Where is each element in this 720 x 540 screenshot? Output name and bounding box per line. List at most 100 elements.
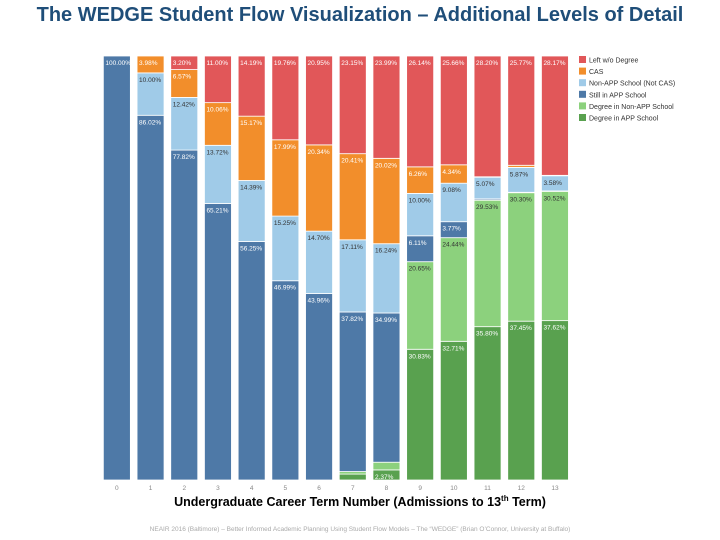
data-label-degree-in-app-school-term-11: 35.80% — [476, 331, 498, 338]
x-tick-5: 5 — [284, 485, 288, 492]
x-tick-4: 4 — [250, 485, 254, 492]
data-label-degree-in-non-app-school-term-13: 30.52% — [543, 195, 565, 202]
data-label-left-w-o-degree-term-10: 25.66% — [442, 60, 464, 67]
bar-segment-still-in-app-school-term-0 — [102, 55, 131, 481]
bar-segment-left-w-o-degree-term-10 — [439, 55, 468, 166]
legend-swatch-non-app-school-not-cas — [579, 79, 586, 87]
data-label-degree-in-app-school-term-13: 37.62% — [543, 325, 565, 332]
legend-label-degree-in-app-school: Degree in APP School — [589, 116, 659, 123]
data-label-left-w-o-degree-term-13: 28.17% — [543, 60, 565, 67]
bar-segment-cas-term-1 — [136, 55, 165, 74]
bar-segment-left-w-o-degree-term-7 — [338, 55, 367, 155]
data-label-still-in-app-school-term-10: 3.77% — [442, 226, 461, 233]
data-label-non-app-school-not-cas-term-5: 15.25% — [274, 220, 296, 227]
bar-segment-degree-in-non-app-school-term-10 — [439, 237, 468, 342]
data-label-degree-in-non-app-school-term-12: 30.30% — [510, 197, 532, 204]
data-label-cas-term-2: 6.57% — [173, 74, 192, 81]
bar-segment-left-w-o-degree-term-4 — [237, 55, 266, 117]
bar-segment-cas-term-4 — [237, 115, 266, 181]
data-label-non-app-school-not-cas-term-1: 10.00% — [139, 77, 161, 84]
data-label-left-w-o-degree-term-3: 11.00% — [206, 60, 228, 67]
data-label-non-app-school-not-cas-term-10: 9.08% — [442, 187, 461, 194]
bar-stack-term-4: 56.25% 14.39% 15.17% 14.19% — [237, 55, 266, 481]
x-axis-label-suffix: Term) — [508, 495, 546, 510]
data-label-degree-in-non-app-school-term-11: 29.53% — [476, 204, 498, 211]
bar-segment-non-app-school-not-cas-term-1 — [136, 72, 165, 116]
bar-segment-non-app-school-not-cas-term-8 — [372, 243, 401, 314]
data-label-cas-term-4: 15.17% — [240, 120, 262, 127]
x-axis-label-text: Undergraduate Career Term Number (Admiss… — [174, 495, 502, 510]
legend-label-still-in-app-school: Still in APP School — [589, 92, 647, 99]
data-label-degree-in-non-app-school-term-9: 20.65% — [409, 266, 431, 273]
bar-segment-degree-in-app-school-term-10 — [439, 340, 468, 481]
bar-stack-term-13: 37.62% 30.52% 3.58% 28.17% — [541, 55, 569, 481]
bar-segment-left-w-o-degree-term-12 — [507, 55, 536, 166]
legend-label-degree-in-non-app-school: Degree in Non-APP School — [589, 104, 674, 111]
bar-stack-term-2: 77.82% 12.42% 6.57% 3.20% — [170, 55, 199, 481]
data-label-non-app-school-not-cas-term-3: 13.72% — [206, 149, 228, 156]
bar-segment-degree-in-non-app-school-term-9 — [406, 261, 435, 350]
x-tick-8: 8 — [385, 485, 389, 492]
data-label-still-in-app-school-term-1: 86.02% — [139, 119, 161, 126]
bar-segment-degree-in-non-app-school-term-12 — [507, 192, 536, 322]
bar-segment-still-in-app-school-term-5 — [271, 280, 300, 481]
bar-segment-degree-in-app-school-term-7 — [338, 473, 367, 481]
data-label-cas-term-9: 6.26% — [409, 171, 428, 178]
bar-segment-cas-term-7 — [338, 153, 367, 241]
bar-segment-cas-term-5 — [271, 139, 300, 217]
legend-swatch-degree-in-non-app-school — [579, 102, 586, 110]
data-label-non-app-school-not-cas-term-13: 3.58% — [543, 180, 562, 187]
bar-segment-still-in-app-school-term-7 — [338, 311, 367, 472]
bar-stacks: 100.00% 86.02% 10.00% 3.98% 77.82% 12.42% 6.57… — [102, 55, 569, 481]
data-label-non-app-school-not-cas-term-12: 5.87% — [510, 171, 529, 178]
data-label-left-w-o-degree-term-2: 3.20% — [173, 60, 192, 67]
bar-stack-term-10: 32.71% 24.44% 3.77% 9.08% 4.34% 25.66% — [439, 55, 468, 481]
bar-segment-left-w-o-degree-term-11 — [473, 55, 502, 178]
bar-segment-cas-term-9 — [406, 166, 435, 194]
data-label-still-in-app-school-term-7: 37.82% — [341, 316, 363, 323]
x-tick-12: 12 — [518, 485, 526, 492]
data-label-degree-in-app-school-term-9: 30.83% — [409, 353, 431, 360]
x-tick-7: 7 — [351, 485, 355, 492]
bar-stack-term-3: 65.21% 13.72% 10.06% 11.00% — [204, 55, 232, 481]
bar-stack-term-7: 37.82% 17.11% 20.41% 23.15% — [338, 55, 367, 481]
x-tick-3: 3 — [216, 485, 220, 492]
data-label-left-w-o-degree-term-8: 23.99% — [375, 60, 397, 67]
bar-segment-non-app-school-not-cas-term-10 — [439, 182, 468, 223]
bar-stack-term-0: 100.00% — [102, 55, 131, 481]
data-label-cas-term-1: 3.98% — [139, 60, 158, 67]
bar-segment-still-in-app-school-term-6 — [305, 293, 333, 481]
bar-stack-term-12: 37.45% 30.30% 5.87% 25.77% — [507, 55, 536, 481]
data-label-still-in-app-school-term-6: 43.96% — [308, 298, 330, 305]
data-label-still-in-app-school-term-2: 77.82% — [173, 154, 195, 161]
bar-segment-degree-in-non-app-school-term-11 — [473, 199, 502, 328]
data-label-non-app-school-not-cas-term-8: 16.24% — [375, 248, 397, 255]
bar-segment-still-in-app-school-term-4 — [237, 241, 266, 481]
bar-segment-degree-in-app-school-term-12 — [507, 320, 536, 481]
x-tick-10: 10 — [450, 485, 458, 492]
data-label-cas-term-5: 17.99% — [274, 144, 296, 151]
bar-stack-term-6: 43.96% 14.70% 20.34% 20.95% — [305, 55, 333, 481]
x-tick-13: 13 — [551, 485, 559, 492]
data-label-still-in-app-school-term-0: 100.00% — [105, 60, 131, 67]
bar-segment-non-app-school-not-cas-term-6 — [305, 230, 333, 294]
bar-segment-left-w-o-degree-term-8 — [372, 55, 401, 159]
data-label-left-w-o-degree-term-11: 28.20% — [476, 60, 498, 67]
data-label-non-app-school-not-cas-term-4: 14.39% — [240, 184, 262, 191]
x-axis-label-sup: th — [501, 494, 509, 503]
data-label-non-app-school-not-cas-term-6: 14.70% — [308, 235, 330, 242]
data-label-non-app-school-not-cas-term-9: 10.00% — [409, 197, 431, 204]
data-label-cas-term-6: 20.34% — [308, 149, 330, 156]
data-label-left-w-o-degree-term-9: 26.14% — [409, 60, 431, 67]
data-label-cas-term-3: 10.06% — [206, 107, 228, 114]
data-label-cas-term-7: 20.41% — [341, 158, 363, 165]
footer-citation: NEAIR 2016 (Baltimore) – Better Informed… — [149, 526, 571, 533]
data-label-degree-in-app-school-term-8: 2.37% — [375, 474, 394, 481]
bar-segment-non-app-school-not-cas-term-4 — [237, 180, 266, 242]
bar-segment-non-app-school-not-cas-term-9 — [406, 192, 435, 237]
legend-label-left-w-o-degree: Left w/o Degree — [589, 58, 639, 65]
bar-segment-cas-term-2 — [170, 69, 199, 98]
x-tick-11: 11 — [484, 485, 491, 492]
bar-segment-still-in-app-school-term-8 — [372, 312, 401, 463]
